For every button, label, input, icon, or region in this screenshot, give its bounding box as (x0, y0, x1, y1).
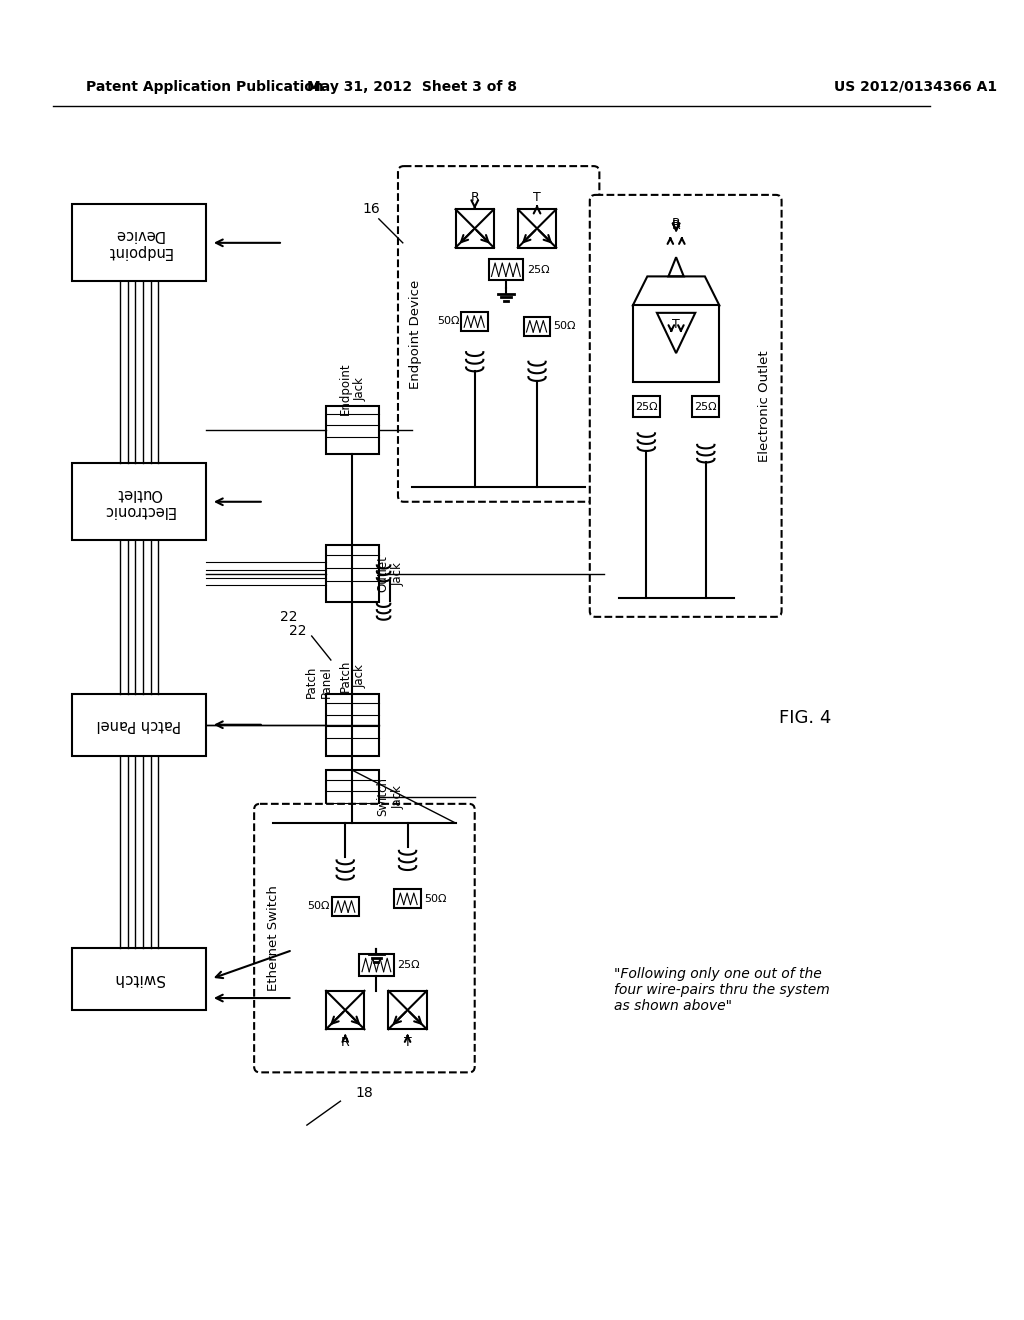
Text: 25Ω: 25Ω (397, 960, 420, 970)
Text: 25Ω: 25Ω (635, 401, 657, 412)
Text: T: T (672, 318, 680, 331)
Text: Electronic Outlet: Electronic Outlet (758, 350, 771, 462)
Text: 50Ω: 50Ω (424, 894, 446, 904)
Bar (72, 205, 206, 281)
Text: 16: 16 (362, 202, 380, 216)
Text: 25Ω: 25Ω (527, 265, 550, 275)
Bar (326, 991, 365, 1030)
Bar (326, 405, 379, 454)
Text: 18: 18 (355, 1086, 374, 1101)
Bar (488, 259, 523, 280)
Text: Outlet
Jack: Outlet Jack (376, 556, 404, 593)
Bar (359, 954, 393, 975)
Bar (518, 210, 556, 248)
Text: 50Ω: 50Ω (553, 321, 575, 331)
Bar (326, 771, 379, 824)
Bar (523, 317, 551, 335)
Text: 50Ω: 50Ω (437, 317, 460, 326)
Bar (326, 545, 379, 602)
Bar (388, 991, 427, 1030)
Bar (326, 693, 379, 756)
Bar (633, 396, 659, 417)
Bar (633, 305, 719, 381)
Bar (394, 890, 421, 908)
Text: Switch
Jack: Switch Jack (376, 777, 404, 816)
Bar (332, 896, 358, 916)
Text: Endpoint Device: Endpoint Device (409, 280, 422, 388)
Text: R: R (341, 1036, 349, 1049)
Text: 22: 22 (290, 624, 307, 639)
Text: Patch Panel: Patch Panel (97, 717, 181, 733)
Text: Patent Application Publication: Patent Application Publication (86, 79, 324, 94)
Text: Ethernet Switch: Ethernet Switch (267, 886, 280, 991)
FancyBboxPatch shape (254, 804, 475, 1072)
Text: T: T (534, 191, 541, 205)
Text: US 2012/0134366 A1: US 2012/0134366 A1 (835, 79, 997, 94)
Text: Endpoint
Device: Endpoint Device (106, 227, 172, 259)
Bar (456, 210, 494, 248)
Text: Patch
Panel: Patch Panel (304, 665, 333, 698)
Text: Electronic
Outlet: Electronic Outlet (103, 486, 175, 517)
Bar (72, 693, 206, 756)
Bar (692, 396, 719, 417)
Text: FIG. 4: FIG. 4 (779, 709, 831, 726)
Text: R: R (470, 191, 479, 205)
Text: T: T (403, 1036, 412, 1049)
Text: May 31, 2012  Sheet 3 of 8: May 31, 2012 Sheet 3 of 8 (307, 79, 517, 94)
Bar (72, 463, 206, 540)
Text: Endpoint
Jack: Endpoint Jack (339, 362, 367, 414)
FancyBboxPatch shape (590, 195, 781, 616)
FancyBboxPatch shape (398, 166, 599, 502)
Text: R: R (672, 218, 681, 230)
Text: R: R (672, 219, 681, 232)
Text: 25Ω: 25Ω (694, 401, 717, 412)
Bar (461, 312, 488, 331)
Bar (72, 948, 206, 1010)
Text: 22: 22 (280, 610, 297, 624)
Text: Switch: Switch (114, 972, 165, 986)
Text: 50Ω: 50Ω (307, 902, 330, 912)
Text: Patch
Jack: Patch Jack (339, 660, 367, 693)
Text: "Following only one out of the
four wire-pairs thru the system
as shown above": "Following only one out of the four wire… (613, 966, 829, 1014)
